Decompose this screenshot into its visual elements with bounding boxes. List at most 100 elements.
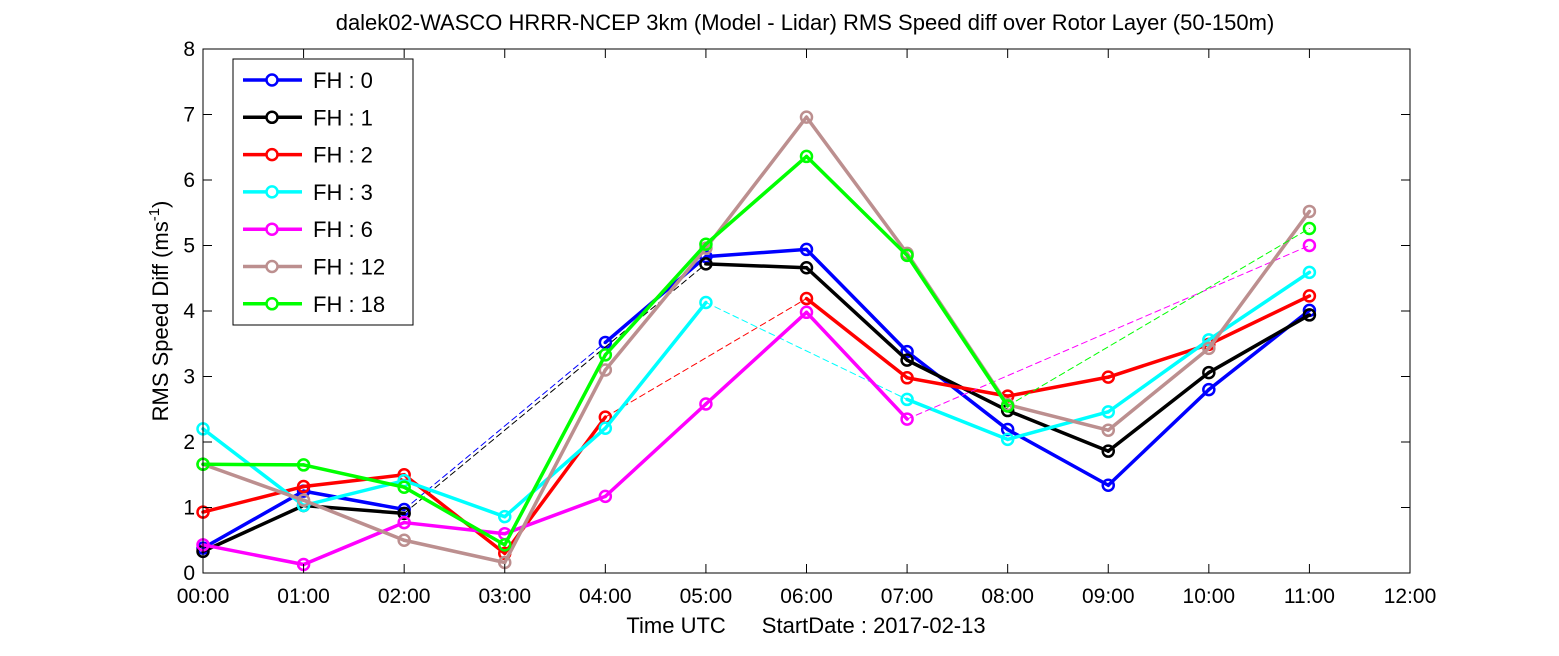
legend-label: FH : 6 bbox=[313, 217, 373, 242]
series-line-segment bbox=[1005, 375, 1110, 398]
data-point bbox=[1302, 289, 1317, 303]
series-line-segment bbox=[804, 154, 909, 258]
series-line-segment bbox=[201, 543, 306, 567]
y-axis-label-close: ) bbox=[148, 201, 173, 208]
x-tick-label: 09:00 bbox=[1082, 585, 1135, 608]
series-gap-segment bbox=[906, 245, 1310, 420]
legend: FH : 0 FH : 1 FH : 2 FH : 3 FH : 6 FH : 12 FH … bbox=[232, 58, 414, 326]
legend-swatch-marker bbox=[265, 147, 279, 162]
x-tick-label: 03:00 bbox=[478, 585, 531, 608]
legend-swatch-marker bbox=[265, 222, 279, 236]
y-axis-label-main: RMS Speed Diff (ms bbox=[148, 221, 173, 421]
series-line-segment bbox=[905, 376, 1010, 398]
x-tick-label: 02:00 bbox=[378, 585, 431, 608]
series-line-segment bbox=[804, 296, 909, 380]
series-line-segment bbox=[603, 300, 708, 430]
series-fh-18 bbox=[196, 149, 1317, 552]
series-line-segment bbox=[603, 246, 708, 372]
data-point bbox=[799, 110, 814, 124]
legend-label: FH : 12 bbox=[313, 255, 385, 280]
series-line-segment bbox=[301, 473, 406, 489]
data-point bbox=[799, 291, 814, 306]
data-point bbox=[598, 348, 613, 362]
y-tick-label: 5 bbox=[183, 235, 195, 258]
data-point bbox=[397, 480, 411, 494]
data-point bbox=[397, 515, 411, 530]
data-point bbox=[498, 538, 512, 552]
data-point bbox=[598, 363, 613, 377]
legend-swatch-marker bbox=[265, 73, 279, 87]
data-point bbox=[1101, 478, 1115, 492]
series-line-segment bbox=[1207, 294, 1312, 347]
data-point bbox=[900, 353, 914, 367]
x-tick-label: 12:00 bbox=[1384, 585, 1437, 608]
data-point bbox=[1101, 405, 1115, 419]
data-point bbox=[598, 335, 613, 350]
series-line-segment bbox=[1005, 410, 1110, 442]
data-point bbox=[498, 509, 512, 524]
x-tick-label: 06:00 bbox=[780, 585, 833, 608]
series-line-segment bbox=[503, 368, 608, 565]
series-line-segment bbox=[905, 349, 1010, 432]
x-axis-label-main: Time UTC bbox=[626, 613, 726, 638]
data-point bbox=[799, 261, 814, 275]
series-line-segment bbox=[402, 538, 507, 565]
series-line-segment bbox=[301, 463, 406, 489]
series-line-segment bbox=[704, 262, 809, 270]
data-point bbox=[1101, 423, 1115, 437]
series-line-segment bbox=[1207, 270, 1312, 342]
series-fh-2 bbox=[196, 289, 1317, 561]
series-line-segment bbox=[804, 310, 909, 421]
series-line-segment bbox=[804, 115, 909, 256]
x-tick-label: 04:00 bbox=[579, 585, 632, 608]
chart-title: dalek02-WASCO HRRR-NCEP 3km (Model - Lid… bbox=[336, 10, 1275, 35]
series-line-segment bbox=[503, 426, 608, 519]
series-line-segment bbox=[704, 115, 809, 250]
series-line-segment bbox=[201, 462, 306, 467]
series-line-segment bbox=[905, 253, 1010, 408]
data-point bbox=[699, 257, 713, 271]
series-line-segment bbox=[402, 485, 507, 547]
series-line-segment bbox=[1106, 387, 1211, 487]
series-line-segment bbox=[905, 397, 1010, 442]
series-line-segment bbox=[1106, 338, 1211, 414]
x-tick-label: 08:00 bbox=[981, 585, 1034, 608]
data-point bbox=[598, 489, 613, 504]
data-point bbox=[1101, 444, 1115, 458]
series-gap-segment bbox=[604, 298, 807, 418]
x-axis: 00:00 01:00 02:00 03:00 04:00 05:00 06:00 07:00… bbox=[177, 49, 1437, 608]
series-line-segment bbox=[804, 247, 909, 354]
y-tick-label: 8 bbox=[183, 38, 195, 61]
legend-swatch-marker bbox=[265, 185, 279, 199]
series-line-segment bbox=[503, 353, 608, 547]
series-line-segment bbox=[1207, 313, 1312, 375]
y-axis: 0 1 2 3 4 5 6 7 8 bbox=[183, 38, 1410, 585]
y-axis-label: RMS Speed Diff (ms-1) bbox=[146, 201, 173, 422]
data-point bbox=[296, 493, 311, 508]
data-point bbox=[1000, 432, 1015, 447]
data-point bbox=[1101, 370, 1115, 384]
series-line-segment bbox=[1005, 427, 1110, 487]
x-axis-label: Time UTC StartDate : 2017-02-13 bbox=[626, 613, 985, 638]
series-fh-1 bbox=[196, 257, 1317, 559]
series-line-segment bbox=[402, 520, 507, 536]
legend-label: FH : 0 bbox=[313, 68, 373, 93]
legend-label: FH : 2 bbox=[313, 143, 373, 168]
data-point bbox=[1302, 221, 1317, 236]
data-point bbox=[900, 344, 914, 359]
series-line-segment bbox=[1106, 370, 1211, 453]
y-tick-label: 2 bbox=[183, 431, 195, 454]
series-line-segment bbox=[603, 402, 708, 499]
legend-swatch-marker bbox=[265, 259, 279, 274]
data-point bbox=[699, 397, 713, 411]
y-axis-label-superscript: -1 bbox=[146, 208, 163, 221]
data-point bbox=[1302, 204, 1317, 219]
series-line-segment bbox=[301, 489, 406, 512]
series-gap-segment bbox=[403, 341, 606, 510]
series-line-segment bbox=[1106, 346, 1211, 432]
y-tick-label: 7 bbox=[183, 104, 195, 127]
data-point bbox=[397, 506, 411, 521]
data-point bbox=[1302, 265, 1317, 280]
x-tick-label: 07:00 bbox=[881, 585, 934, 608]
